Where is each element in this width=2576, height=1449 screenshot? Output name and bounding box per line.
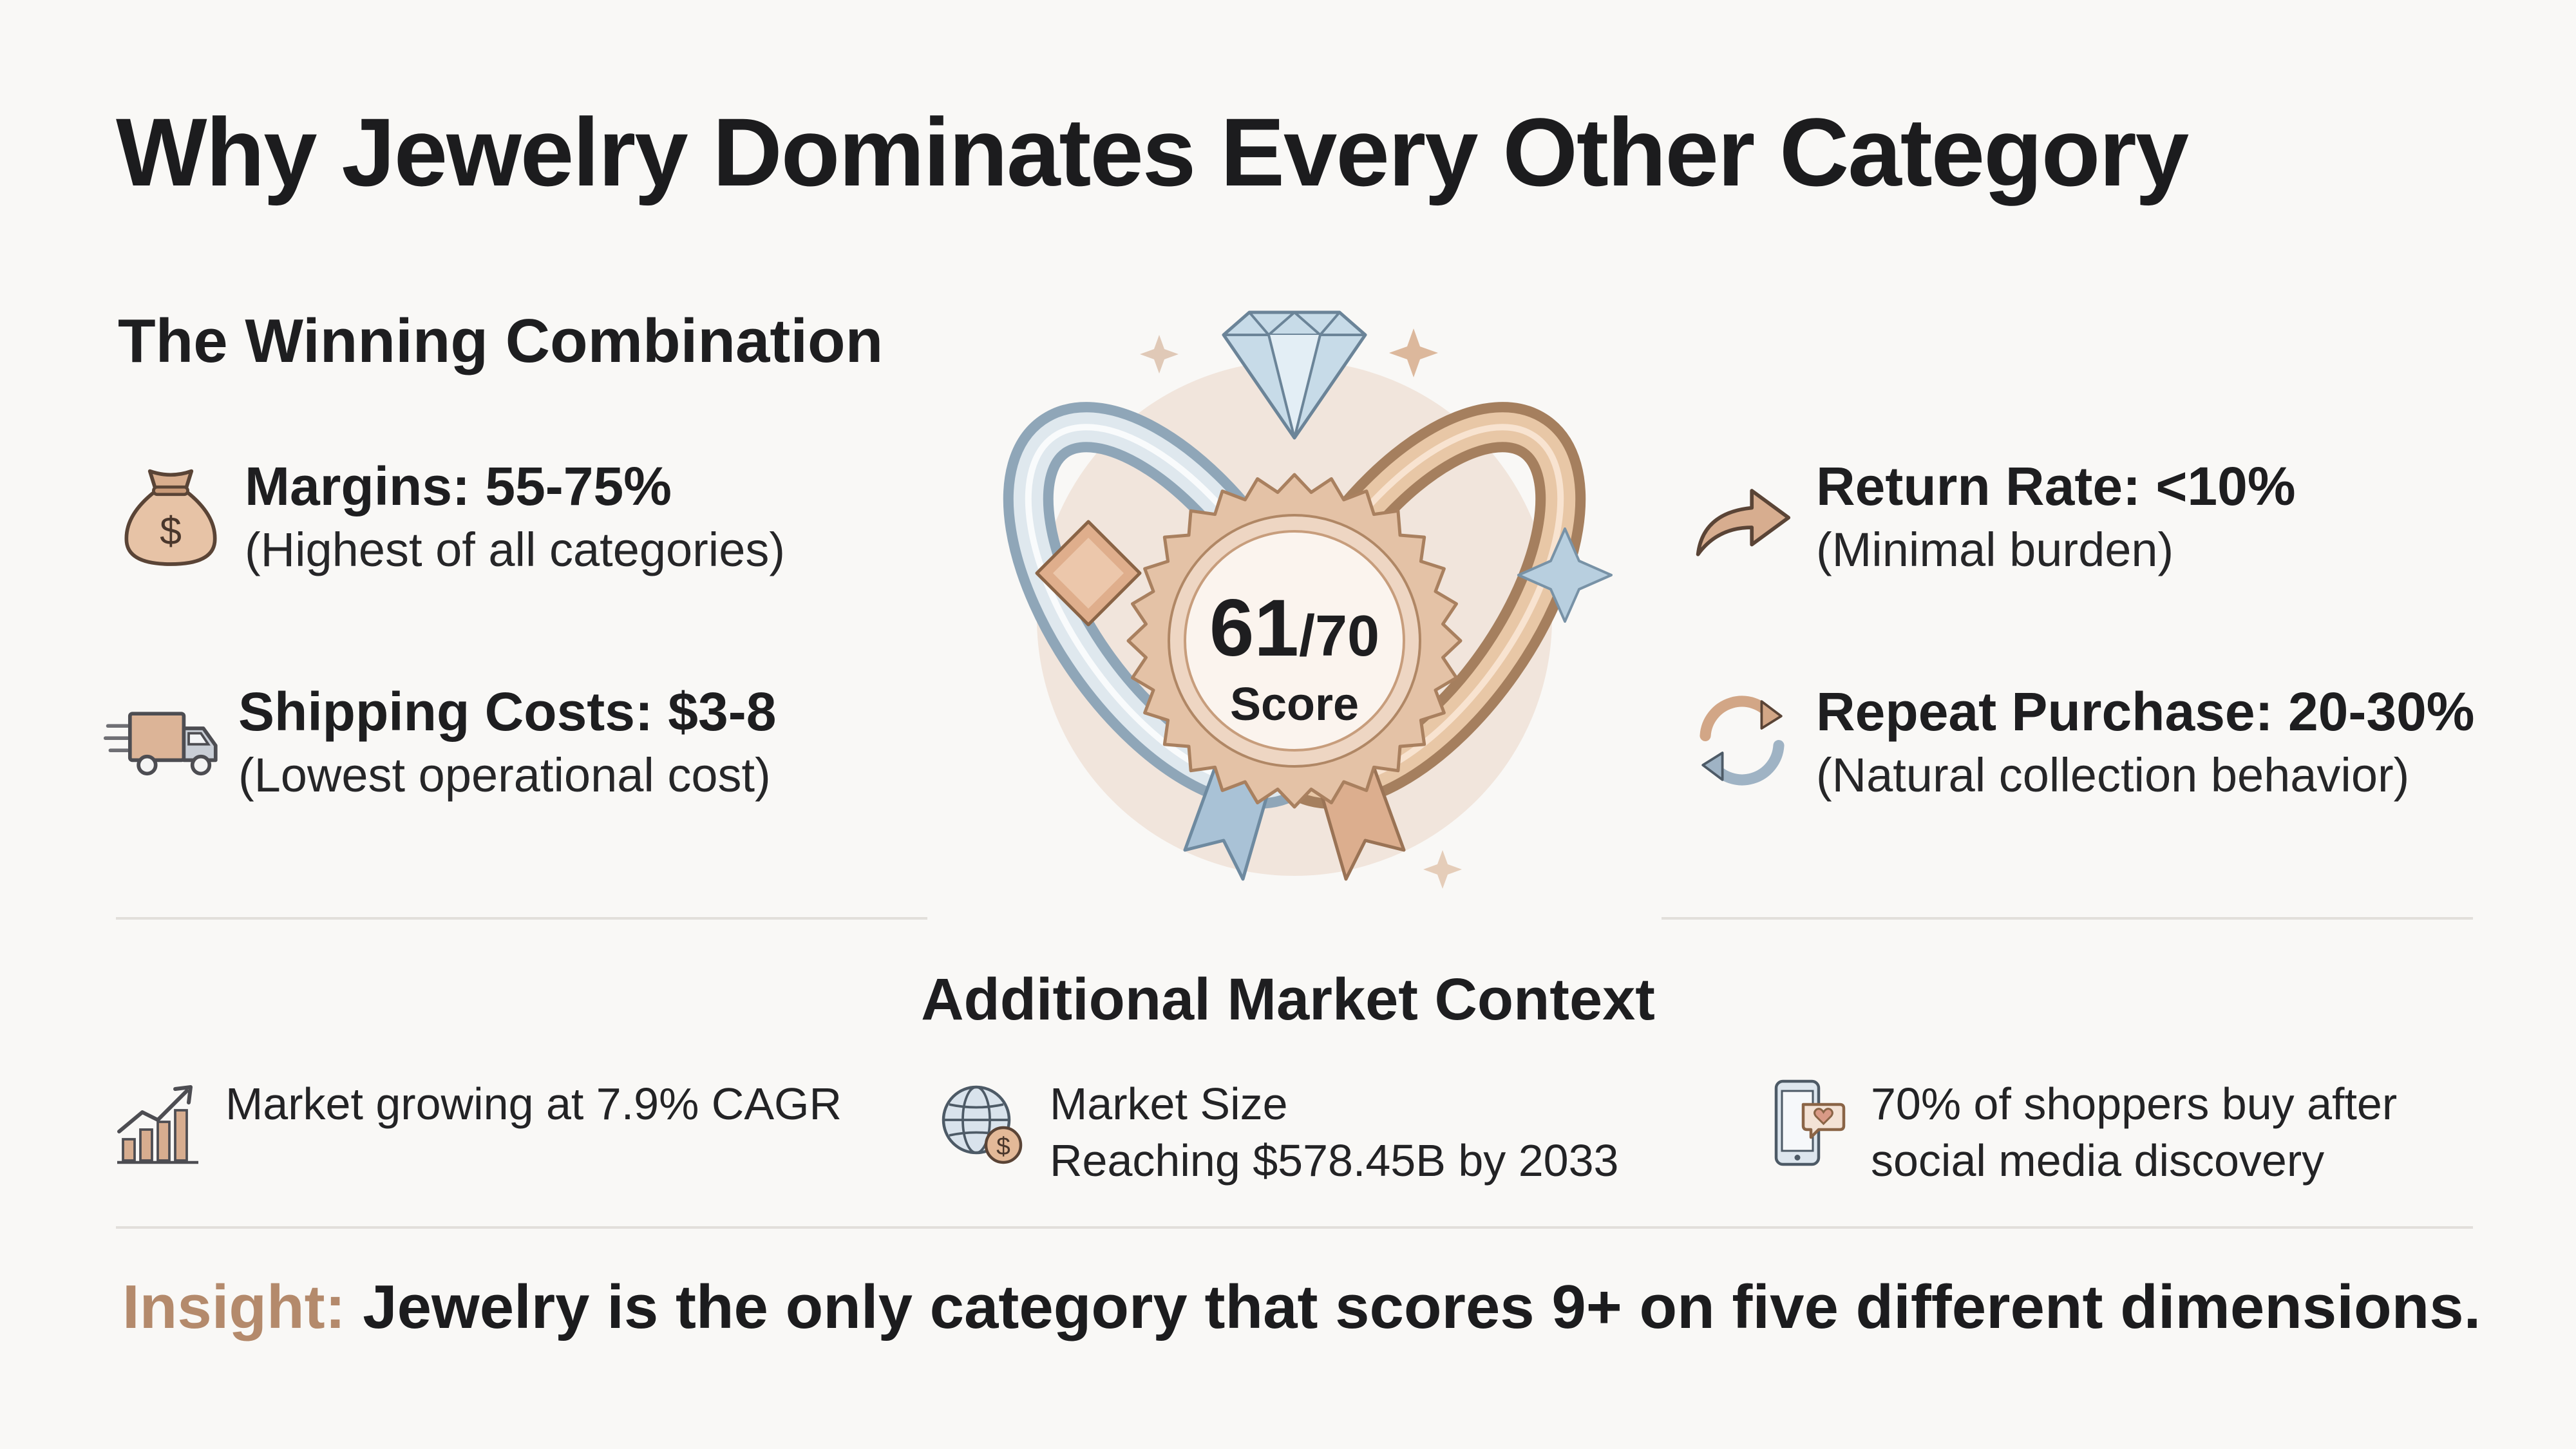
- divider-right: [1662, 917, 2473, 920]
- score-label: Score: [1230, 679, 1359, 730]
- growth-chart-icon: [117, 1085, 198, 1164]
- shipping-label: Shipping Costs: $3-8: [238, 681, 777, 742]
- sparkle-icon: [1140, 335, 1179, 374]
- social-text-line2: social media discovery: [1871, 1135, 2325, 1186]
- divider-bottom: [116, 1226, 2473, 1229]
- margins-note: (Highest of all categories): [245, 523, 786, 576]
- insight-lead: Insight:: [122, 1273, 346, 1341]
- shipping-note: (Lowest operational cost): [238, 748, 771, 802]
- repeat-purchase-note: (Natural collection behavior): [1816, 748, 2410, 802]
- score-value: 61: [1209, 583, 1299, 673]
- feature-shipping: Shipping Costs: $3-8 (Lowest operational…: [103, 679, 776, 807]
- growth-text: Market growing at 7.9% CAGR: [225, 1079, 842, 1129]
- market-size-value: Reaching $578.45B by 2033: [1050, 1135, 1619, 1186]
- feature-return-rate: Return Rate: <10% (Minimal burden): [1681, 454, 2296, 582]
- insight-statement: Insight: Jewelry is the only category th…: [122, 1272, 2481, 1343]
- market-context-heading: Additional Market Context: [921, 967, 1655, 1032]
- context-item-market-size: $ Market Size Reaching $578.45B by 2033: [934, 1075, 1618, 1189]
- sparkle-icon: [1423, 850, 1462, 889]
- feature-margins: $ Margins: 55-75% (Highest of all catego…: [109, 454, 785, 582]
- diamond-icon: [1222, 310, 1367, 440]
- rings-score-illustration: 61/70 Score: [1003, 310, 1613, 889]
- winning-combination-heading: The Winning Combination: [118, 307, 884, 375]
- score-badge: 61/70 Score: [1126, 473, 1463, 809]
- market-size-title: Market Size: [1050, 1079, 1288, 1129]
- sparkle-icon: [1389, 328, 1438, 377]
- context-item-growth: Market growing at 7.9% CAGR: [109, 1075, 842, 1172]
- context-item-social: 70% of shoppers buy after social media d…: [1755, 1075, 2397, 1189]
- blue-star-gem-icon: [1517, 527, 1613, 623]
- score-value-display: 61/70: [1209, 583, 1379, 673]
- repeat-purchase-label: Repeat Purchase: 20-30%: [1816, 681, 2475, 742]
- svg-text:$: $: [160, 509, 182, 553]
- margins-label: Margins: 55-75%: [245, 456, 672, 516]
- page-title: Why Jewelry Dominates Every Other Catego…: [116, 98, 2189, 206]
- social-text-line1: 70% of shoppers buy after: [1871, 1079, 2398, 1129]
- return-rate-label: Return Rate: <10%: [1816, 456, 2296, 516]
- return-rate-note: (Minimal burden): [1816, 523, 2174, 576]
- delivery-truck-icon: [103, 712, 218, 776]
- repeat-cycle-icon: [1700, 696, 1785, 786]
- money-bag-icon: $: [124, 469, 217, 566]
- divider-left: [116, 917, 927, 920]
- feature-repeat-purchase: Repeat Purchase: 20-30% (Natural collect…: [1681, 679, 2474, 807]
- phone-heart-icon: [1774, 1079, 1846, 1166]
- score-total: /70: [1299, 604, 1379, 668]
- globe-dollar-icon: $: [942, 1085, 1023, 1164]
- return-arrow-icon: [1696, 489, 1791, 556]
- svg-text:$: $: [996, 1133, 1010, 1160]
- insight-text: Jewelry is the only category that scores…: [345, 1273, 2481, 1341]
